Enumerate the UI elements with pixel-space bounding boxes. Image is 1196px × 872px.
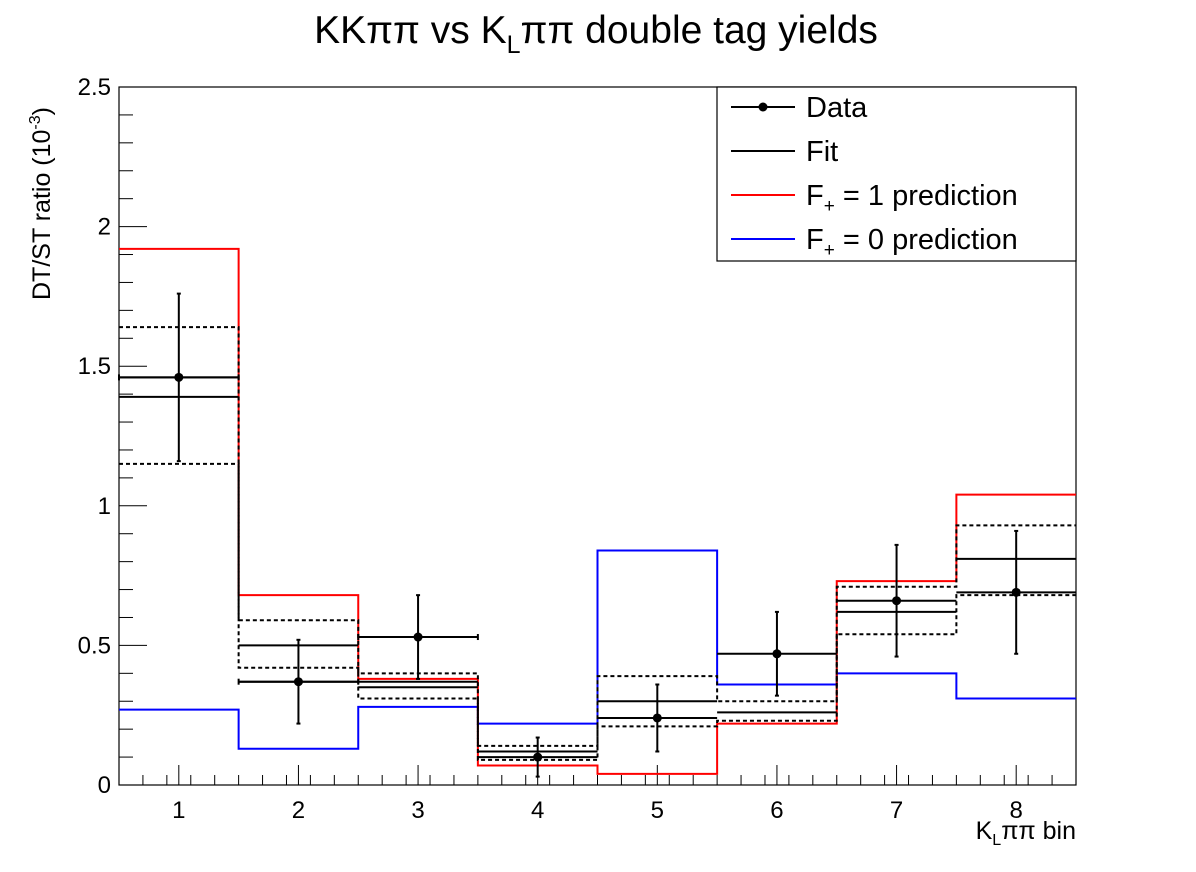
series-lines [119, 247, 1076, 775]
fit-band-upper [119, 326, 1076, 747]
data-point [1011, 587, 1021, 597]
data-point [533, 752, 543, 762]
chart-title: KKππ vs KLππ double tag yields [314, 9, 878, 59]
y-tick-label: 2.5 [78, 74, 111, 101]
y-tick-label: 1.5 [78, 353, 111, 380]
x-tick-label: 3 [411, 797, 424, 824]
y-tick-label: 1 [98, 493, 111, 520]
y-axis-label: DT/ST ratio (10-3) [27, 107, 56, 300]
x-tick-label: 6 [770, 797, 783, 824]
legend-box [716, 86, 1077, 262]
data-point [772, 649, 782, 659]
x-tick-label: 2 [292, 797, 305, 824]
x-tick-label: 5 [651, 797, 664, 824]
data-point [892, 596, 902, 606]
data-point [652, 713, 662, 723]
data-point [174, 372, 184, 382]
legend-data-label: Data [806, 92, 868, 124]
data-point [413, 632, 423, 642]
legend: Data Fit F+ = 1 prediction F+ = 0 predic… [716, 86, 1077, 262]
x-tick-label: 4 [531, 797, 544, 824]
y-tick-label: 0.5 [78, 632, 111, 659]
data-point [293, 677, 303, 687]
x-tick-label: 8 [1010, 797, 1023, 824]
y-tick-label: 0 [98, 772, 111, 799]
legend-f0-label: F+ = 0 prediction [806, 224, 1018, 261]
legend-fit-label: Fit [806, 136, 838, 168]
x-tick-label: 7 [890, 797, 903, 824]
x-axis-label: KLππ bin [976, 817, 1076, 849]
f0-prediction-line [119, 549, 1076, 750]
legend-f1-label: F+ = 1 prediction [806, 180, 1018, 217]
x-tick-label: 1 [172, 797, 185, 824]
y-tick-label: 2 [98, 214, 111, 241]
legend-data-marker [758, 102, 768, 112]
axes: 0 0.5 1 1.5 2 2.5 1 2 3 4 5 6 7 8 [78, 74, 1077, 824]
data-points [118, 292, 1021, 778]
